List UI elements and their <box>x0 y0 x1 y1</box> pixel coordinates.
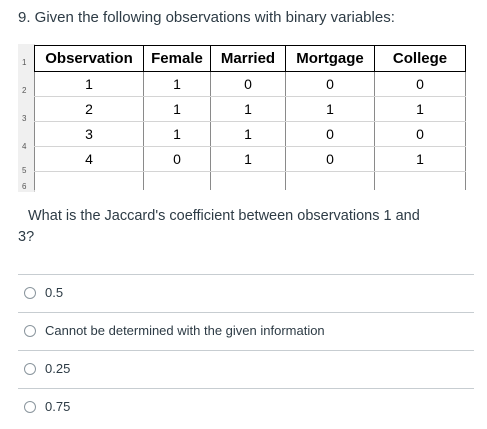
answer-option[interactable]: 0.25 <box>18 350 474 388</box>
header-college: College <box>374 45 466 72</box>
table-row <box>34 171 466 190</box>
answer-label[interactable]: Cannot be determined with the given info… <box>45 323 325 338</box>
radio-button[interactable] <box>24 287 36 299</box>
table-cell: 0 <box>285 146 375 172</box>
header-mortgage: Mortgage <box>285 45 375 72</box>
table-cell: 0 <box>143 146 211 172</box>
row-number: 4 <box>22 142 27 151</box>
spreadsheet-row-gutter: 1 2 3 4 5 6 <box>18 44 35 192</box>
table-cell: 3 <box>34 121 144 147</box>
question-text-line: What is the Jaccard's coefficient betwee… <box>28 208 420 224</box>
table-cell: 0 <box>374 71 466 97</box>
table-cell: 0 <box>285 121 375 147</box>
table-cell: 1 <box>143 96 211 122</box>
row-number: 2 <box>22 86 27 95</box>
table-cell: 1 <box>143 121 211 147</box>
answer-label[interactable]: 0.5 <box>45 285 64 300</box>
table-header-row: Observation Female Married Mortgage Coll… <box>34 45 466 72</box>
table-cell: 1 <box>143 71 211 97</box>
observations-table: Observation Female Married Mortgage Coll… <box>34 45 466 190</box>
observations-table-image: 1 2 3 4 5 6 Observation Female Married M… <box>18 44 468 192</box>
question-text-line: 3? <box>18 229 35 245</box>
row-number: 5 <box>22 166 27 175</box>
answer-option[interactable]: 0.75 <box>18 388 474 426</box>
table-cell: 1 <box>34 71 144 97</box>
table-cell: 0 <box>210 71 286 97</box>
table-cell: 0 <box>374 121 466 147</box>
header-married: Married <box>210 45 286 72</box>
radio-button[interactable] <box>24 401 36 413</box>
table-cell: 1 <box>210 121 286 147</box>
radio-button[interactable] <box>24 325 36 337</box>
table-cell: 4 <box>34 146 144 172</box>
table-row: 4 0 1 0 1 <box>34 146 466 172</box>
answer-label[interactable]: 0.75 <box>45 399 71 414</box>
table-cell: 0 <box>285 71 375 97</box>
row-number: 3 <box>22 114 27 123</box>
table-cell: 1 <box>210 96 286 122</box>
header-female: Female <box>143 45 211 72</box>
table-cell: 1 <box>285 96 375 122</box>
answer-option[interactable]: Cannot be determined with the given info… <box>18 312 474 350</box>
row-number: 6 <box>22 182 27 191</box>
table-row: 2 1 1 1 1 <box>34 96 466 122</box>
table-cell: 2 <box>34 96 144 122</box>
table-row: 3 1 1 0 0 <box>34 121 466 147</box>
table-cell: 1 <box>374 96 466 122</box>
answer-label[interactable]: 0.25 <box>45 361 71 376</box>
question-text: What is the Jaccard's coefficient betwee… <box>18 206 473 248</box>
table-cell: 1 <box>374 146 466 172</box>
row-number: 1 <box>22 58 27 67</box>
table-cell: 1 <box>210 146 286 172</box>
radio-button[interactable] <box>24 363 36 375</box>
answer-option[interactable]: 0.5 <box>18 274 474 312</box>
question-title: 9. Given the following observations with… <box>18 9 395 26</box>
table-row: 1 1 0 0 0 <box>34 71 466 97</box>
header-observation: Observation <box>34 45 144 72</box>
